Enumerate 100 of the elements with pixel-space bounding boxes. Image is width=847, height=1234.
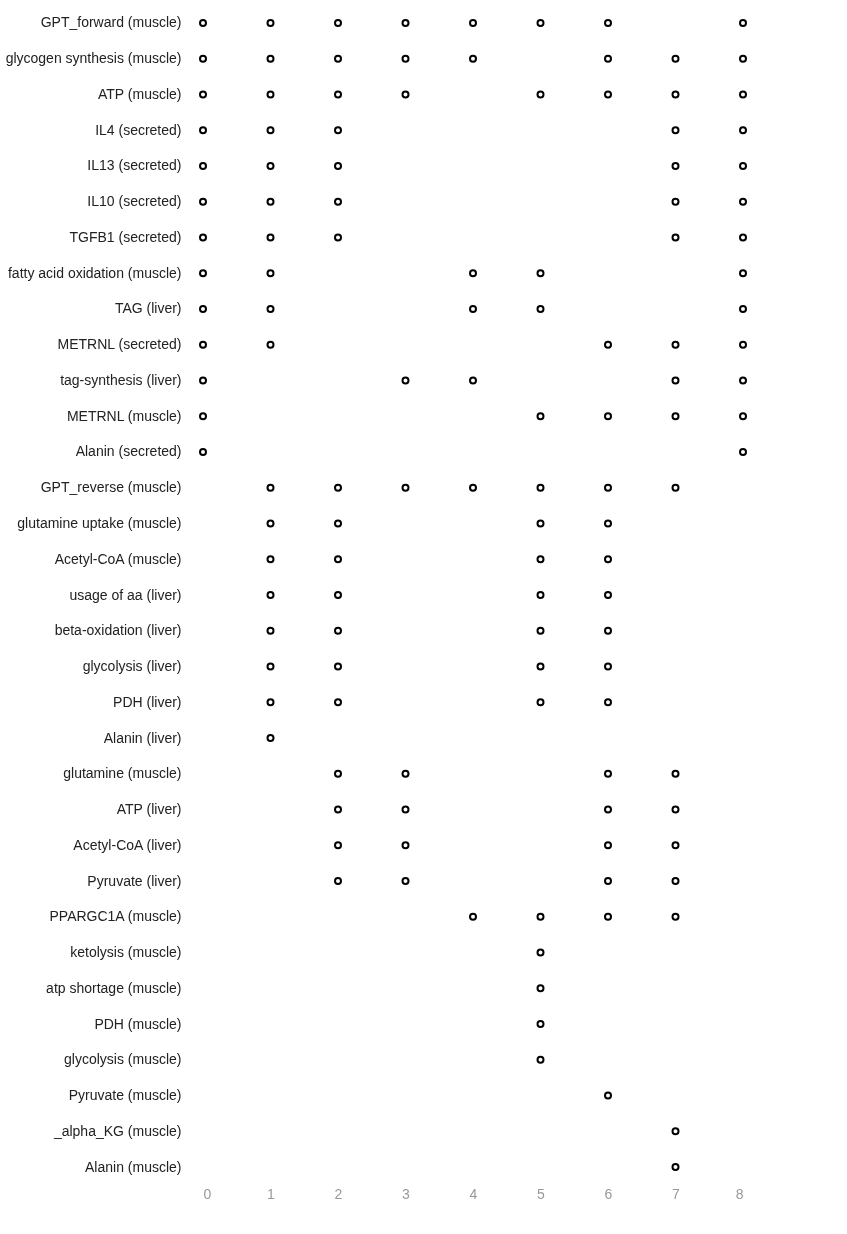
point	[604, 519, 612, 528]
point	[604, 805, 612, 814]
y-tick-label: TAG (liver)	[114, 300, 182, 317]
y-tick-label: atp shortage (muscle)	[46, 979, 182, 996]
y-tick-label: GPT_reverse (muscle)	[40, 479, 182, 496]
point	[199, 376, 207, 385]
point	[199, 269, 207, 278]
y-tick-label: PPARGC1A (muscle)	[49, 908, 182, 925]
point	[536, 412, 545, 421]
point	[671, 1127, 680, 1136]
point	[266, 90, 275, 99]
point	[469, 269, 477, 278]
point	[739, 197, 747, 206]
x-tick-label: 2	[334, 1185, 343, 1202]
point	[739, 412, 747, 421]
y-tick-label: usage of aa (liver)	[69, 586, 182, 603]
y-tick-label: glutamine (muscle)	[63, 765, 182, 782]
point	[266, 626, 275, 635]
point	[604, 662, 612, 671]
y-tick-label: Acetyl-CoA (muscle)	[54, 550, 182, 567]
point	[536, 269, 545, 278]
y-tick-label: ketolysis (muscle)	[70, 944, 182, 961]
y-tick-label: Pyruvate (liver)	[87, 872, 182, 889]
point	[469, 304, 477, 313]
point	[469, 376, 477, 385]
point	[401, 54, 410, 63]
x-tick-label: 6	[604, 1185, 613, 1202]
point	[671, 340, 680, 349]
point	[199, 126, 207, 135]
point	[536, 304, 545, 313]
point	[266, 18, 275, 27]
point	[469, 54, 477, 63]
point	[266, 197, 275, 206]
point	[739, 340, 747, 349]
point	[334, 877, 342, 886]
point	[671, 805, 680, 814]
point	[401, 376, 410, 385]
y-tick-label: glycogen synthesis (muscle)	[5, 50, 182, 67]
y-tick-label: tag-synthesis (liver)	[60, 371, 182, 388]
point	[604, 698, 612, 707]
point	[671, 769, 680, 778]
point	[266, 340, 275, 349]
point	[199, 233, 207, 242]
point	[334, 126, 342, 135]
point	[604, 912, 612, 921]
point	[401, 769, 410, 778]
point	[199, 304, 207, 313]
y-tick-label: Pyruvate (muscle)	[68, 1087, 182, 1104]
point	[739, 54, 747, 63]
point	[671, 197, 680, 206]
point	[334, 90, 342, 99]
x-tick-label: 1	[267, 1185, 276, 1202]
y-tick-label: TGFB1 (secreted)	[69, 228, 182, 245]
point	[469, 18, 477, 27]
point	[199, 197, 207, 206]
point	[739, 126, 747, 135]
point	[266, 304, 275, 313]
point	[334, 841, 342, 850]
y-tick-label: PDH (muscle)	[94, 1015, 182, 1032]
point	[199, 18, 207, 27]
y-tick-label: Alanin (secreted)	[75, 443, 182, 460]
point	[604, 1091, 612, 1100]
point	[604, 591, 612, 599]
point	[266, 519, 275, 528]
y-tick-label: GPT_forward (muscle)	[40, 14, 182, 31]
y-tick-label: Alanin (liver)	[103, 729, 182, 746]
point	[604, 877, 612, 886]
point	[199, 447, 207, 456]
y-tick-label: IL13 (secreted)	[87, 157, 182, 174]
point	[671, 912, 680, 921]
y-tick-label: beta-oxidation (liver)	[54, 622, 182, 639]
point	[334, 662, 342, 671]
point	[334, 626, 342, 635]
point	[266, 555, 275, 564]
y-tick-label: glycolysis (muscle)	[64, 1051, 182, 1068]
point	[739, 304, 747, 313]
y-tick-label: Alanin (muscle)	[85, 1158, 182, 1175]
point	[604, 769, 612, 778]
point	[334, 233, 342, 242]
y-tick-label: Acetyl-CoA (liver)	[73, 836, 182, 853]
point	[536, 698, 545, 707]
point	[266, 662, 275, 671]
point	[604, 340, 612, 349]
point	[536, 1055, 545, 1064]
point	[671, 841, 680, 850]
point	[266, 698, 275, 707]
point	[739, 161, 747, 170]
point	[671, 161, 680, 170]
x-tick-label: 5	[537, 1185, 546, 1202]
point	[536, 662, 545, 671]
point	[739, 269, 747, 278]
point	[671, 483, 680, 492]
point	[266, 54, 275, 63]
point	[334, 54, 342, 63]
x-tick-label: 3	[402, 1185, 411, 1202]
point	[671, 1163, 680, 1172]
point	[604, 412, 612, 421]
y-tick-label: glutamine uptake (muscle)	[17, 514, 182, 531]
point	[334, 18, 342, 27]
point	[671, 412, 680, 421]
